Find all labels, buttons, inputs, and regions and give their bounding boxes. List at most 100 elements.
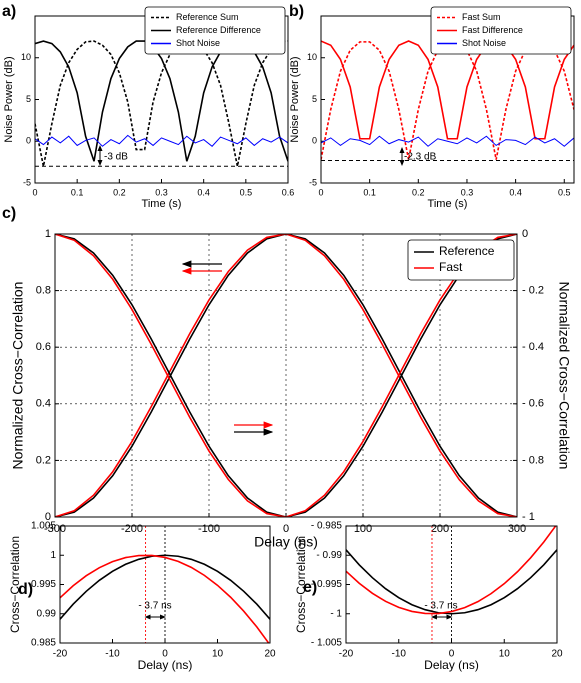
x-tick-label: 0.2 (412, 187, 425, 197)
legend-box (430, 6, 572, 55)
legend-label: Reference (439, 244, 495, 258)
x-tick-label: 0.5 (558, 187, 571, 197)
data-line (321, 135, 574, 147)
y2-tick-label: - 1 (522, 511, 535, 523)
data-line (346, 549, 557, 615)
y-axis-label: Cross−Correlation (8, 536, 22, 633)
x-tick-label: 20 (264, 649, 276, 660)
legend: Reference Fast (407, 239, 515, 281)
panel-label: b) (289, 3, 304, 20)
x-tick-label: 0.4 (509, 187, 522, 197)
legend-label: Shot Noise (176, 38, 220, 48)
x-tick-label: 0 (32, 187, 37, 197)
data-line (60, 554, 270, 643)
x-tick-label: -20 (53, 649, 68, 660)
legend-label: Reference Difference (176, 25, 261, 35)
x-tick-label: 10 (499, 649, 511, 660)
x-tick-label: 0.6 (282, 187, 295, 197)
x-tick-label: 10 (212, 649, 224, 660)
x-tick-label: 0.2 (113, 187, 126, 197)
panel: e) -20 -10 0 10 20 - 1.005 - 1 - 0.995 - 0.99 - 0.… (294, 521, 563, 672)
legend: Fast Sum Fast Difference Shot Noise (430, 6, 572, 55)
x-tick-label: 0 (449, 649, 455, 660)
x-axis-label: Delay (ns) (254, 533, 318, 549)
annotation: - 3.7 ns (424, 601, 457, 612)
y-tick-label: 0.4 (36, 398, 51, 410)
plot-frame (345, 525, 558, 644)
y-axis-label: Cross−Correlation (294, 536, 308, 633)
legend-box (144, 6, 286, 55)
y-tick-label: 0.8 (36, 285, 51, 297)
data-line (55, 234, 517, 517)
y-tick-label: 0.99 (37, 608, 57, 619)
y-tick-label: 0 (45, 511, 51, 523)
legend-label: Fast Sum (462, 12, 501, 22)
y2-tick-label: - 0.6 (522, 398, 544, 410)
x-tick-label: -10 (392, 649, 407, 660)
x-tick-label: 300 (508, 523, 526, 535)
data-line (321, 41, 574, 160)
y-tick-label: - 0.985 (311, 521, 343, 532)
y-axis-label: Normalized Cross−Correlation (10, 282, 26, 470)
annotation: -2.3 dB (404, 152, 437, 163)
x-tick-label: -200 (121, 523, 143, 535)
y-tick-label: 5 (26, 94, 31, 104)
x-axis-label: Delay (ns) (424, 658, 479, 672)
y-tick-label: -5 (309, 177, 317, 187)
annotation: -3 dB (104, 152, 128, 163)
data-line (35, 134, 288, 147)
y-tick-label: 1 (45, 228, 51, 240)
x-tick-label: 0 (162, 649, 168, 660)
y-tick-label: 0.995 (31, 579, 56, 590)
y-tick-label: 1.005 (31, 521, 56, 532)
x-tick-label: -10 (105, 649, 120, 660)
y2-axis-label: Normalized Cross−Correlation (556, 282, 572, 470)
panel-label: d) (18, 581, 33, 598)
plot-frame (59, 525, 271, 644)
x-tick-label: 0 (318, 187, 323, 197)
y-tick-label: - 1.005 (311, 638, 343, 649)
data-line (55, 234, 517, 517)
data-line (55, 234, 517, 517)
y-tick-label: -5 (23, 177, 31, 187)
y-tick-label: 1 (50, 550, 56, 561)
y-axis-label: Noise Power (dB) (3, 56, 15, 142)
y-axis-label: Noise Power (dB) (289, 56, 301, 142)
y-tick-label: - 0.995 (311, 579, 343, 590)
y-tick-label: - 1 (330, 608, 342, 619)
x-tick-label: 20 (551, 649, 563, 660)
y-tick-label: 0 (312, 136, 317, 146)
y-tick-label: 10 (307, 52, 317, 62)
x-tick-label: 0.5 (240, 187, 253, 197)
x-tick-label: 200 (431, 523, 449, 535)
x-tick-label: 0.3 (461, 187, 474, 197)
y2-tick-label: - 0.2 (522, 285, 544, 297)
legend-box (407, 239, 515, 281)
legend-label: Reference Sum (176, 12, 239, 22)
x-tick-label: -20 (339, 649, 354, 660)
y2-tick-label: - 0.4 (522, 341, 544, 353)
x-axis-label: Time (s) (142, 198, 182, 210)
y-tick-label: 10 (21, 52, 31, 62)
panel-label: c) (2, 205, 16, 222)
x-tick-label: 0.1 (363, 187, 376, 197)
legend-label: Shot Noise (462, 38, 506, 48)
data-line (321, 40, 574, 140)
y-tick-label: - 0.99 (316, 550, 342, 561)
data-line (35, 40, 288, 167)
y-tick-label: 0.2 (36, 454, 51, 466)
y-tick-label: 0 (26, 136, 31, 146)
x-tick-label: 0.4 (197, 187, 210, 197)
x-tick-label: -100 (198, 523, 220, 535)
y-tick-label: 5 (312, 94, 317, 104)
x-tick-label: 0 (283, 523, 289, 535)
data-line (35, 40, 288, 162)
legend-label: Fast (439, 260, 463, 274)
y-tick-label: 0.985 (31, 638, 56, 649)
x-tick-label: 0.1 (71, 187, 84, 197)
plot-frame (54, 233, 518, 518)
y2-tick-label: - 0.8 (522, 454, 544, 466)
y2-tick-label: 0 (522, 228, 528, 240)
